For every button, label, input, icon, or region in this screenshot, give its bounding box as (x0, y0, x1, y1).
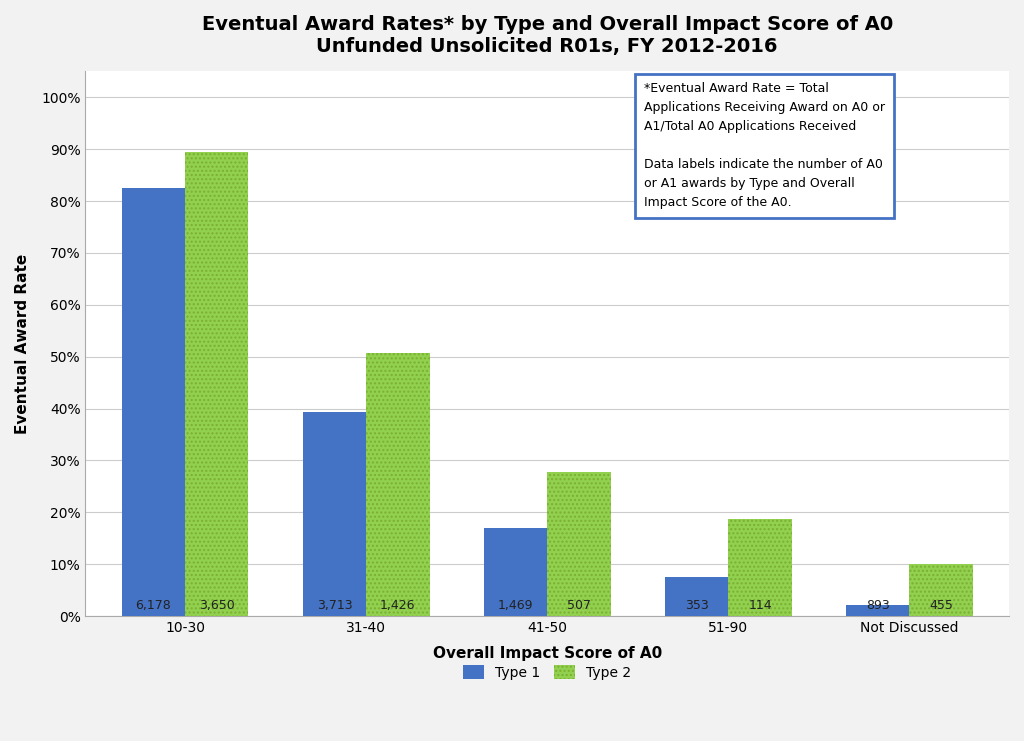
Legend: Type 1, Type 2: Type 1, Type 2 (458, 659, 637, 685)
Y-axis label: Eventual Award Rate: Eventual Award Rate (15, 253, 30, 433)
Bar (185, 153, 249, 616)
Bar (367, 353, 429, 616)
Text: 3,713: 3,713 (316, 599, 352, 612)
Bar (728, 519, 792, 616)
Text: *Eventual Award Rate = Total
Applications Receiving Award on A0 or
A1/Total A0 A: *Eventual Award Rate = Total Application… (644, 82, 885, 210)
Bar (303, 412, 367, 616)
Text: 353: 353 (685, 599, 709, 612)
Text: 1,469: 1,469 (498, 599, 534, 612)
X-axis label: Overall Impact Score of A0: Overall Impact Score of A0 (432, 646, 662, 661)
Text: 507: 507 (567, 599, 591, 612)
Bar (122, 187, 185, 616)
Text: 114: 114 (749, 599, 772, 612)
Bar (909, 564, 973, 616)
Bar (547, 472, 610, 616)
Text: 1,426: 1,426 (380, 599, 416, 612)
Text: 455: 455 (929, 599, 953, 612)
Text: 3,650: 3,650 (199, 599, 234, 612)
Title: Eventual Award Rates* by Type and Overall Impact Score of A0
Unfunded Unsolicite: Eventual Award Rates* by Type and Overal… (202, 15, 893, 56)
Bar (665, 577, 728, 616)
Bar (484, 528, 547, 616)
Bar (846, 605, 909, 616)
Text: 6,178: 6,178 (135, 599, 171, 612)
Text: 893: 893 (866, 599, 890, 612)
